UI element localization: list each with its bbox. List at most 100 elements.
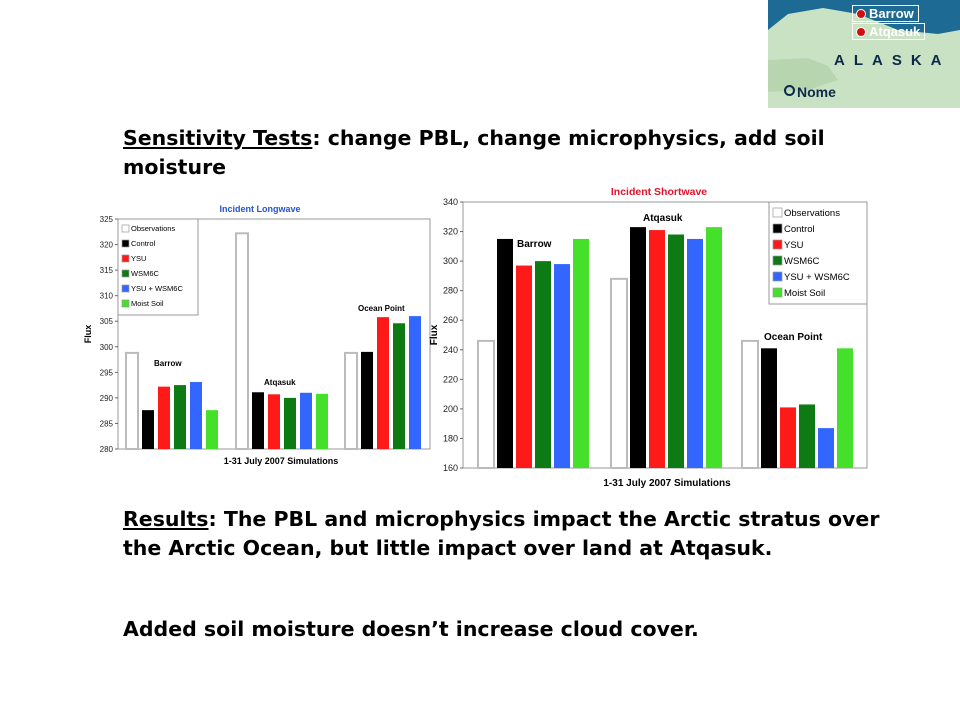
legend-swatch xyxy=(121,254,130,263)
bar xyxy=(799,404,815,468)
legend-item-label: Control xyxy=(784,224,815,235)
chart-title: Incident Longwave xyxy=(219,204,300,214)
y-tick-label: 280 xyxy=(443,286,458,296)
legend-item-label: Moist Soil xyxy=(131,299,164,308)
map-region-label: ALASKA xyxy=(834,52,951,69)
map-place-barrow: Barrow xyxy=(852,5,919,22)
city-marker-icon xyxy=(784,85,795,96)
legend-swatch xyxy=(121,239,130,248)
x-axis-label: 1-31 July 2007 Simulations xyxy=(224,456,339,466)
bar xyxy=(361,351,373,449)
bar xyxy=(649,230,665,468)
y-tick-label: 310 xyxy=(100,292,114,301)
location-dot-icon xyxy=(856,27,866,37)
y-tick-label: 320 xyxy=(443,227,458,237)
legend-swatch xyxy=(772,207,783,218)
legend-item-label: YSU + WSM6C xyxy=(131,284,183,293)
y-axis-label: Flux xyxy=(83,325,93,344)
legend-swatch xyxy=(121,299,130,308)
bar xyxy=(761,348,777,468)
legend-item-label: Observations xyxy=(784,208,840,219)
bar xyxy=(125,351,139,451)
category-label: Barrow xyxy=(154,359,182,368)
y-tick-label: 200 xyxy=(443,404,458,414)
map-place-label: Atqasuk xyxy=(869,24,921,39)
category-label: Ocean Point xyxy=(764,332,823,343)
y-tick-label: 325 xyxy=(100,215,114,224)
category-label: Ocean Point xyxy=(358,304,405,313)
location-dot-icon xyxy=(856,9,866,19)
legend-swatch xyxy=(121,224,130,233)
y-tick-label: 305 xyxy=(100,317,114,326)
bar xyxy=(409,316,421,449)
bar xyxy=(190,382,202,449)
bar xyxy=(316,393,328,449)
bar xyxy=(252,392,264,449)
bar xyxy=(706,227,722,468)
bar xyxy=(142,410,154,449)
category-label: Barrow xyxy=(517,239,552,250)
sensitivity-text: : change PBL, change microphysics, add s… xyxy=(123,126,825,179)
bar xyxy=(818,428,834,468)
map-place-atqasuk: Atqasuk xyxy=(852,23,926,40)
legend-item-label: YSU + WSM6C xyxy=(784,272,850,283)
results-text: : The PBL and microphysics impact the Ar… xyxy=(123,507,880,560)
y-tick-label: 290 xyxy=(100,394,114,403)
map-city-nome: Nome xyxy=(784,84,836,100)
results-label: Results xyxy=(123,507,209,531)
legend-swatch xyxy=(772,287,783,298)
chart-title: Incident Shortwave xyxy=(611,186,707,198)
added-soil-paragraph: Added soil moisture doesn’t increase clo… xyxy=(123,617,699,641)
legend-box xyxy=(117,218,199,316)
legend-item-label: YSU xyxy=(131,254,146,263)
bar xyxy=(837,348,853,468)
legend-item-label: Control xyxy=(131,239,156,248)
legend-swatch xyxy=(121,269,130,278)
legend: Observations Control YSU WSM6C YSU + WSM6C Mo… xyxy=(117,218,199,316)
category-label: Atqasuk xyxy=(264,378,296,387)
bar xyxy=(535,261,551,468)
sensitivity-label: Sensitivity Tests xyxy=(123,126,313,150)
bar xyxy=(780,407,796,468)
legend-swatch xyxy=(121,284,130,293)
bar xyxy=(573,238,589,468)
bar xyxy=(268,394,280,449)
bar xyxy=(668,234,684,468)
legend: Observations Control YSU WSM6C YSU + WSM6C Mo… xyxy=(768,201,868,305)
y-tick-label: 160 xyxy=(443,463,458,473)
shortwave-chart: 160 180 200 220 240 260 280 300 320 340 Incident S… xyxy=(429,186,868,489)
results-paragraph: Results: The PBL and microphysics impact… xyxy=(123,505,883,563)
y-tick-label: 240 xyxy=(443,345,458,355)
bar xyxy=(284,397,296,449)
bar xyxy=(516,265,532,468)
bar xyxy=(477,339,495,470)
y-tick-label: 340 xyxy=(443,197,458,207)
bar xyxy=(158,386,170,449)
y-tick-label: 320 xyxy=(100,241,114,250)
bar xyxy=(206,410,218,449)
y-tick-label: 295 xyxy=(100,368,114,377)
sensitivity-heading: Sensitivity Tests: change PBL, change mi… xyxy=(123,124,883,182)
legend-box xyxy=(768,201,868,305)
legend-item-label: WSM6C xyxy=(784,256,820,267)
category-label: Atqasuk xyxy=(643,213,683,224)
map-city-label: Nome xyxy=(797,84,836,100)
legend-swatch xyxy=(772,271,783,282)
legend-swatch xyxy=(772,223,783,234)
y-tick-label: 220 xyxy=(443,374,458,384)
bar xyxy=(687,238,703,468)
legend-item-label: WSM6C xyxy=(131,269,160,278)
x-axis-label: 1-31 July 2007 Simulations xyxy=(603,478,731,489)
y-tick-label: 315 xyxy=(100,266,114,275)
legend-item-label: Observations xyxy=(131,224,175,233)
bar xyxy=(377,317,389,449)
bar xyxy=(300,392,312,449)
legend-item-label: YSU xyxy=(784,240,804,251)
longwave-chart: 280 285 290 295 300 305 310 315 320 325 Incident L… xyxy=(83,204,431,466)
bar xyxy=(554,264,570,468)
y-tick-label: 260 xyxy=(443,315,458,325)
y-tick-label: 280 xyxy=(100,445,114,454)
bar xyxy=(630,227,646,468)
bar xyxy=(344,351,358,451)
map-place-label: Barrow xyxy=(869,6,914,21)
